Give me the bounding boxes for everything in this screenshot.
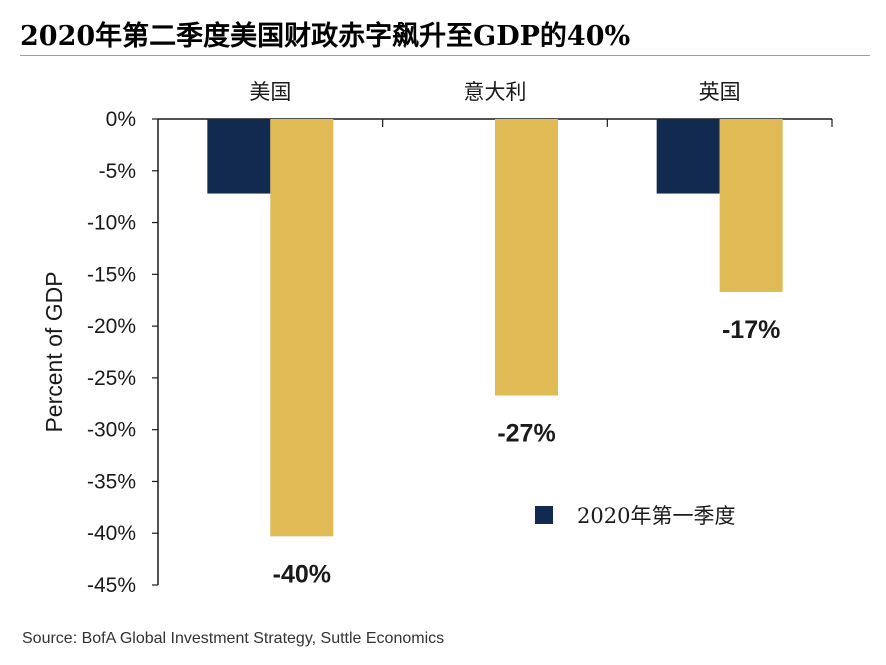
q2-bar-0	[270, 119, 334, 537]
y-tick-label: -25%	[87, 367, 136, 390]
data-label: -27%	[497, 419, 555, 447]
data-label: -17%	[722, 316, 780, 344]
bar-chart: 0% -5% -10% -15% -20% -25% -30% -35% -40% -45% Per…	[41, 80, 833, 597]
y-tick-label: 0%	[106, 108, 136, 131]
x-category-label: 美国	[249, 80, 291, 104]
q1-bar-2	[656, 119, 720, 194]
y-tick-label: -5%	[99, 160, 136, 183]
x-category-label: 意大利	[464, 80, 527, 104]
title-divider	[20, 55, 870, 56]
y-tick-label: -35%	[87, 470, 136, 493]
q1-bar-0	[207, 119, 271, 194]
y-tick-label: -20%	[87, 315, 136, 338]
y-tick-label: -10%	[87, 212, 136, 235]
y-tick-label: -40%	[87, 522, 136, 545]
source-note: Source: BofA Global Investment Strategy,…	[22, 630, 445, 647]
q2-bar-1	[495, 119, 558, 396]
y-axis-title: Percent of GDP	[41, 271, 67, 432]
q2-bar-2	[719, 119, 783, 292]
legend-swatch	[535, 506, 553, 524]
y-tick-label: -45%	[87, 574, 136, 597]
y-tick-label: -15%	[87, 263, 136, 286]
data-label: -40%	[273, 560, 331, 588]
legend-label: 2020年第一季度	[577, 504, 735, 528]
chart-title: 2020年第二季度美国财政赤字飙升至GDP的40%	[20, 21, 631, 52]
x-category-label: 英国	[699, 80, 741, 104]
y-tick-label: -30%	[87, 419, 136, 442]
